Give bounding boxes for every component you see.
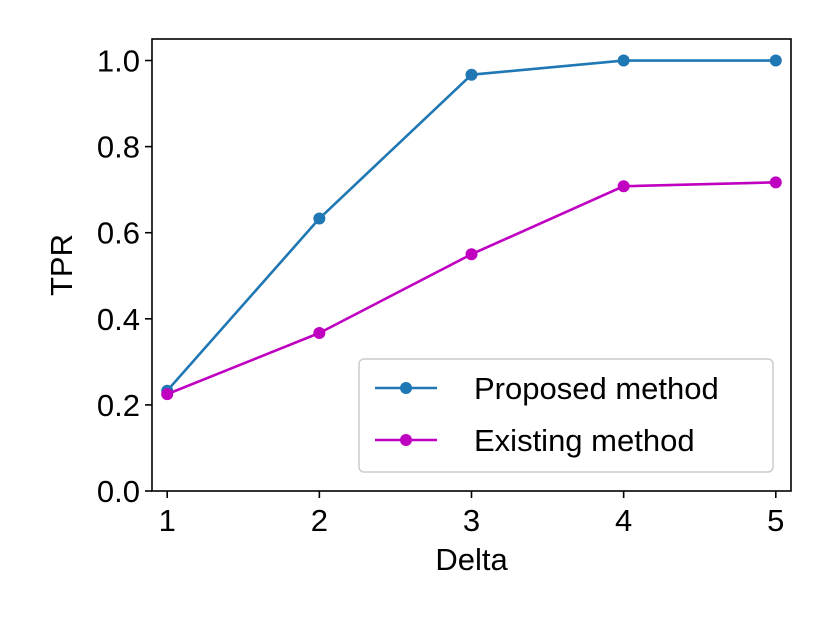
data-point-existing bbox=[617, 180, 630, 193]
data-point-proposed bbox=[313, 212, 326, 225]
data-point-existing bbox=[769, 176, 782, 189]
legend-label-proposed: Proposed method bbox=[474, 371, 719, 406]
y-tick-label: 1.0 bbox=[97, 44, 140, 79]
y-tick-label: 0.0 bbox=[97, 474, 140, 509]
y-tick-label: 0.2 bbox=[97, 388, 140, 423]
x-tick-label: 3 bbox=[463, 503, 480, 538]
y-tick-label: 0.6 bbox=[97, 216, 140, 251]
x-axis-label: Delta bbox=[435, 542, 508, 577]
legend-marker-existing bbox=[400, 434, 412, 446]
x-tick-label: 5 bbox=[767, 503, 784, 538]
legend: Proposed method Existing method bbox=[358, 358, 774, 473]
x-tick-label: 1 bbox=[159, 503, 176, 538]
data-point-proposed bbox=[617, 54, 630, 67]
plot-frame bbox=[151, 38, 792, 492]
x-tick-label: 2 bbox=[311, 503, 328, 538]
data-point-proposed bbox=[769, 54, 782, 67]
legend-box bbox=[358, 358, 774, 473]
axes-layer: 1 2 3 4 5 0.0 0.2 0.4 0.6 0.8 1.0 bbox=[97, 44, 785, 538]
legend-label-existing: Existing method bbox=[474, 423, 695, 458]
y-tick-label: 0.8 bbox=[97, 130, 140, 165]
data-point-existing bbox=[161, 388, 174, 401]
y-axis-label: TPR bbox=[44, 234, 79, 296]
data-point-proposed bbox=[465, 68, 478, 81]
data-point-existing bbox=[465, 248, 478, 261]
data-point-existing bbox=[313, 327, 326, 340]
series-layer bbox=[161, 54, 782, 401]
legend-marker-proposed bbox=[400, 382, 412, 394]
x-tick-label: 4 bbox=[615, 503, 632, 538]
y-tick-label: 0.4 bbox=[97, 302, 140, 337]
